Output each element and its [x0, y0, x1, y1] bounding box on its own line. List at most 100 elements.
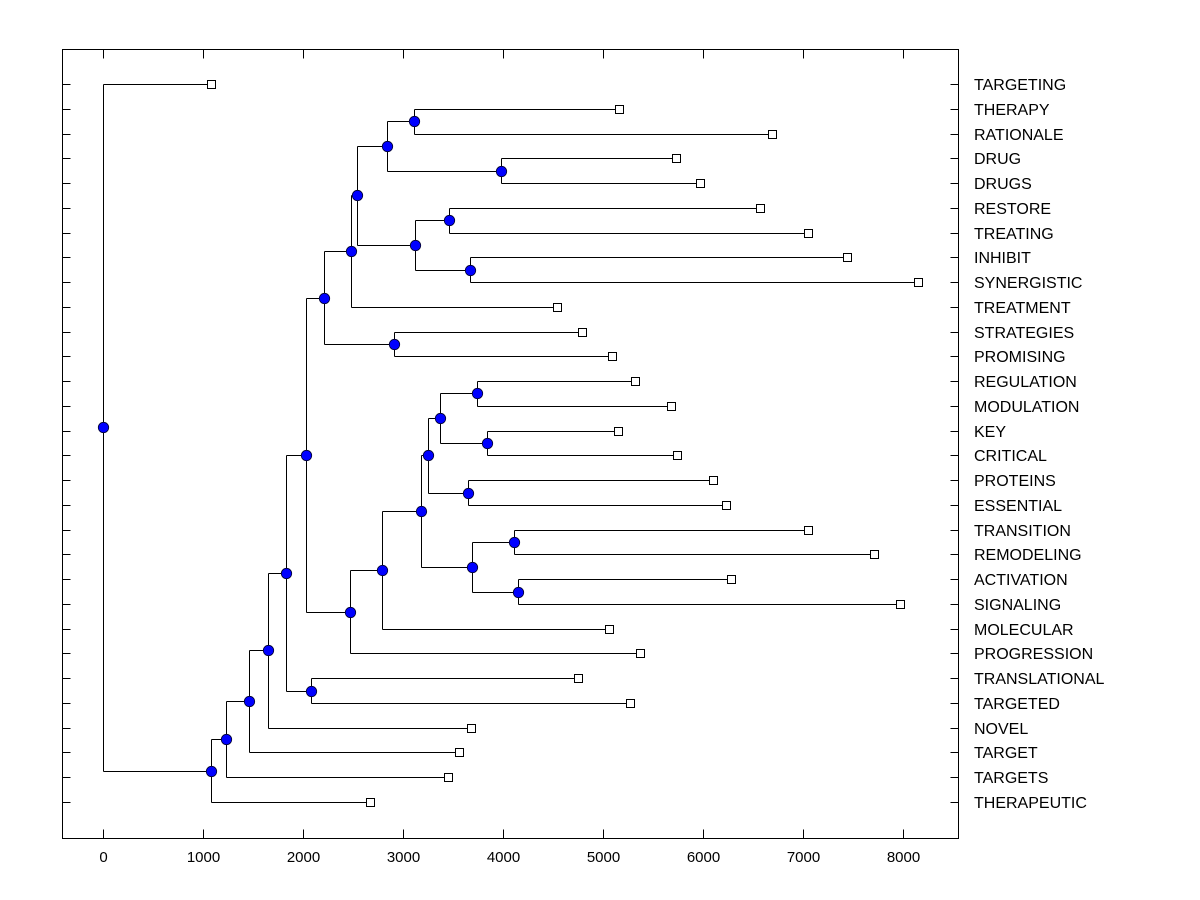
leaf-label: ESSENTIAL	[974, 498, 1062, 515]
leaf-marker	[444, 773, 453, 782]
leaf-label: INHIBIT	[974, 250, 1031, 267]
leaf-marker	[605, 625, 614, 634]
leaf-label: RESTORE	[974, 201, 1051, 218]
leaf-marker	[467, 724, 476, 733]
leaf-label: MODULATION	[974, 399, 1079, 416]
leaf-marker	[756, 204, 765, 213]
leaf-label: THERAPY	[974, 102, 1050, 119]
merge-node-q	[512, 586, 525, 599]
merge-node-y	[262, 644, 275, 657]
leaf-label: TARGETS	[974, 770, 1048, 787]
leaf-label: DRUGS	[974, 176, 1032, 193]
merge-node-m	[434, 412, 447, 425]
merge-node-i	[388, 338, 401, 351]
leaf-marker	[207, 80, 216, 89]
leaf-label: PROMISING	[974, 349, 1066, 366]
merge-node-u	[344, 606, 357, 619]
leaf-marker	[608, 352, 617, 361]
leaf-label: REGULATION	[974, 374, 1077, 391]
merge-node-s	[415, 505, 428, 518]
leaf-label: ACTIVATION	[974, 572, 1068, 589]
merge-node-c	[381, 140, 394, 153]
leaf-label: CRITICAL	[974, 448, 1047, 465]
leaf-label: REMODELING	[974, 547, 1082, 564]
leaf-marker	[804, 526, 813, 535]
leaf-label: TRANSLATIONAL	[974, 671, 1105, 688]
leaf-marker	[574, 674, 583, 683]
merge-node-w	[305, 685, 318, 698]
leaf-marker	[553, 303, 562, 312]
x-tick-label: 4000	[487, 849, 520, 866]
branches	[103, 84, 919, 803]
leaf-marker	[578, 328, 587, 337]
leaf-marker	[366, 798, 375, 807]
leaf-marker	[455, 748, 464, 757]
merge-node-root	[97, 421, 110, 434]
leaf-label: TREATING	[974, 226, 1054, 243]
x-axis: 0 1000 2000 3000 4000 5000 6000 7000 8000	[99, 49, 920, 866]
x-tick-label: 5000	[587, 849, 620, 866]
merge-node-h	[345, 245, 358, 258]
merge-node-n	[462, 487, 475, 500]
leaf-marker	[914, 278, 923, 287]
merge-node-d	[443, 214, 456, 227]
x-tick-label: 6000	[687, 849, 720, 866]
x-tick-label: 3000	[387, 849, 420, 866]
leaf-marker	[727, 575, 736, 584]
leaf-label: TREATMENT	[974, 300, 1071, 317]
row-ticks	[62, 84, 959, 803]
merge-node-g	[351, 189, 364, 202]
leaf-marker	[672, 154, 681, 163]
leaf-label: SIGNALING	[974, 597, 1061, 614]
leaf-marker	[636, 649, 645, 658]
leaf-labels: TARGETING THERAPY RATIONALE DRUG DRUGS RESTOR…	[974, 77, 1105, 812]
merge-node-v	[300, 449, 313, 462]
leaf-label: DRUG	[974, 151, 1021, 168]
leaf-marker	[696, 179, 705, 188]
merge-node-t	[376, 564, 389, 577]
leaf-marker	[667, 402, 676, 411]
leaf-label: TARGET	[974, 745, 1038, 762]
leaf-label: RATIONALE	[974, 127, 1064, 144]
merge-node-k	[471, 387, 484, 400]
leaf-label: TRANSITION	[974, 523, 1071, 540]
leaf-label: KEY	[974, 424, 1006, 441]
leaf-marker	[843, 253, 852, 262]
x-tick-label: 2000	[287, 849, 320, 866]
leaf-label: TARGETING	[974, 77, 1066, 94]
merge-node-a	[408, 115, 421, 128]
x-tick-label: 7000	[787, 849, 820, 866]
leaf-label: PROGRESSION	[974, 646, 1093, 663]
x-tick-label: 0	[99, 849, 107, 866]
merge-node-aa	[220, 733, 233, 746]
merge-node-o	[422, 449, 435, 462]
merge-node-e	[464, 264, 477, 277]
merge-node-j	[318, 292, 331, 305]
leaf-marker	[673, 451, 682, 460]
merge-node-b	[495, 165, 508, 178]
merge-node-f	[409, 239, 422, 252]
x-tick-label: 8000	[887, 849, 920, 866]
plot-frame	[62, 49, 959, 839]
node-markers	[97, 115, 525, 778]
leaf-marker	[768, 130, 777, 139]
merge-node-z	[243, 695, 256, 708]
merge-node-x	[280, 567, 293, 580]
leaf-marker	[722, 501, 731, 510]
leaf-marker	[709, 476, 718, 485]
leaf-marker	[804, 229, 813, 238]
leaf-marker	[626, 699, 635, 708]
leaf-marker	[631, 377, 640, 386]
leaf-label: THERAPEUTIC	[974, 795, 1087, 812]
leaf-label: PROTEINS	[974, 473, 1056, 490]
merge-node-l	[481, 437, 494, 450]
leaf-label: TARGETED	[974, 696, 1060, 713]
leaf-markers	[207, 80, 923, 807]
leaf-marker	[870, 550, 879, 559]
leaf-label: MOLECULAR	[974, 622, 1074, 639]
leaf-marker	[614, 427, 623, 436]
leaf-label: SYNERGISTIC	[974, 275, 1082, 292]
leaf-label: NOVEL	[974, 721, 1028, 738]
leaf-marker	[896, 600, 905, 609]
merge-node-p	[508, 536, 521, 549]
